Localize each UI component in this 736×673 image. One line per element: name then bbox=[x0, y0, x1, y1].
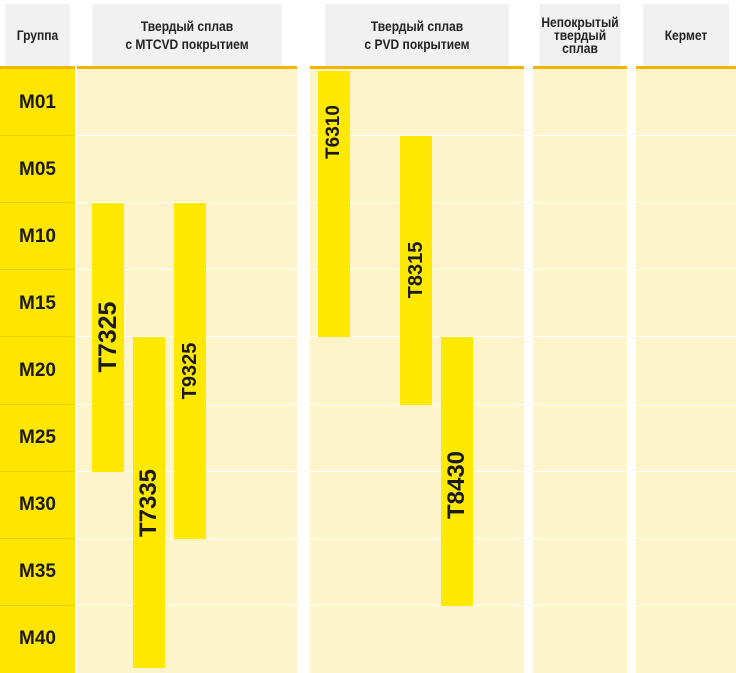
group-label-m10: M10 bbox=[19, 225, 56, 247]
header-pvd-line1: Твердый сплав bbox=[370, 18, 464, 34]
row-separator bbox=[533, 403, 627, 405]
row-separator bbox=[636, 269, 736, 271]
row-separator bbox=[0, 470, 75, 472]
bar-t7335 bbox=[133, 337, 165, 668]
row-separator bbox=[77, 202, 297, 204]
header-group-label: Группа bbox=[16, 27, 59, 43]
header-uncoated-line3: сплав bbox=[562, 39, 598, 56]
bar-label-t7335: T7335 bbox=[135, 468, 162, 537]
row-separator bbox=[0, 604, 75, 606]
group-label-m01: M01 bbox=[19, 91, 56, 113]
row-separator bbox=[0, 269, 75, 271]
row-separator bbox=[636, 135, 736, 137]
group-label-m05: M05 bbox=[19, 158, 56, 180]
group-column bbox=[0, 69, 75, 673]
header-uncoated-line2: твердый bbox=[553, 26, 607, 43]
header-uncoated: Непокрытый твердый сплав bbox=[539, 4, 621, 66]
row-separator bbox=[0, 135, 75, 137]
header-mtcvd: Твердый сплав с MTCVD покрытием bbox=[92, 4, 282, 66]
row-separator bbox=[636, 336, 736, 338]
header-rule-cermet bbox=[636, 66, 736, 69]
row-separator bbox=[533, 604, 627, 606]
header-cermet: Кермет bbox=[643, 4, 729, 66]
group-label-m25: M25 bbox=[19, 427, 56, 449]
bar-t8315 bbox=[400, 136, 432, 405]
header-uncoated-line1: Непокрытый bbox=[541, 13, 619, 30]
row-separator bbox=[77, 135, 297, 137]
column-uncoated bbox=[533, 69, 627, 673]
header-rule-group bbox=[0, 66, 75, 69]
row-separator bbox=[533, 269, 627, 271]
row-separator bbox=[310, 604, 524, 606]
header-rule-mtcvd bbox=[77, 66, 297, 69]
group-label-m30: M30 bbox=[19, 494, 56, 516]
bar-label-t7325: T7325 bbox=[94, 302, 122, 373]
header-pvd: Твердый сплав с PVD покрытием bbox=[324, 4, 510, 66]
header-mtcvd-line2: с MTCVD покрытием bbox=[125, 36, 249, 52]
row-separator bbox=[310, 135, 524, 137]
row-separator bbox=[310, 470, 524, 472]
group-label-m40: M40 bbox=[19, 628, 56, 650]
bar-label-t8315: T8315 bbox=[405, 241, 427, 299]
group-label-m20: M20 bbox=[19, 360, 56, 381]
row-separator bbox=[533, 537, 627, 539]
row-separator bbox=[77, 604, 297, 606]
group-label-m15: M15 bbox=[19, 292, 56, 314]
bar-t8430 bbox=[441, 337, 473, 606]
row-separator bbox=[636, 202, 736, 204]
row-separator bbox=[0, 336, 75, 338]
header-pvd-line2: с PVD покрытием bbox=[364, 36, 470, 52]
bar-t6310 bbox=[318, 71, 350, 338]
row-separator bbox=[0, 537, 75, 539]
row-separator bbox=[0, 202, 75, 204]
row-separator bbox=[636, 403, 736, 405]
bar-t9325 bbox=[174, 203, 206, 539]
row-separator bbox=[636, 537, 736, 539]
header-mtcvd-line1: Твердый сплав bbox=[140, 18, 234, 34]
column-cermet bbox=[636, 69, 736, 673]
header-rule-uncoated bbox=[533, 66, 627, 69]
bar-t7325 bbox=[92, 203, 124, 472]
row-separator bbox=[636, 470, 736, 472]
bar-label-t8430: T8430 bbox=[443, 451, 470, 520]
row-separator bbox=[310, 537, 524, 539]
row-separator bbox=[533, 202, 627, 204]
row-separator bbox=[0, 403, 75, 405]
group-label-m35: M35 bbox=[19, 561, 56, 583]
row-separator bbox=[533, 470, 627, 472]
row-separator bbox=[636, 604, 736, 606]
row-separator bbox=[533, 336, 627, 338]
header-rule-pvd bbox=[310, 66, 524, 69]
bar-label-t6310: T6310 bbox=[323, 105, 344, 160]
header-cermet-label: Кермет bbox=[664, 27, 708, 43]
header-group: Группа bbox=[5, 4, 70, 66]
bar-label-t9325: T9325 bbox=[179, 342, 201, 400]
row-separator bbox=[533, 135, 627, 137]
